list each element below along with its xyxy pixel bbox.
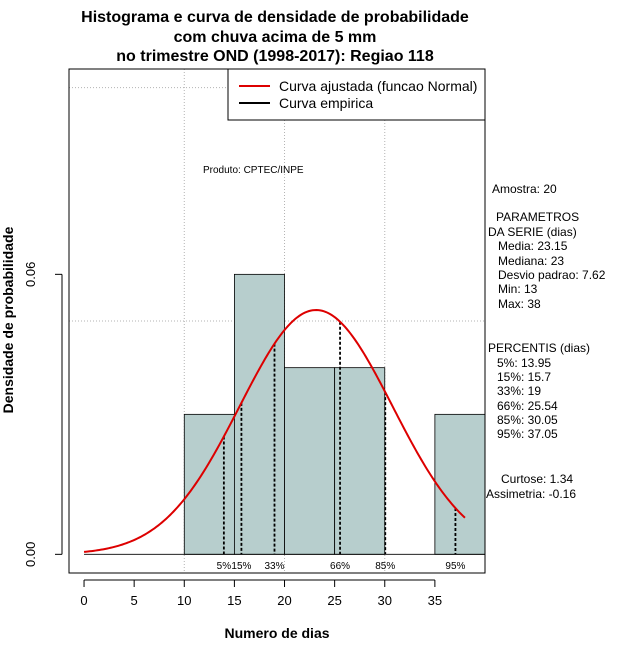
- histogram-bar-2: [284, 367, 336, 555]
- x-tick-label-5: 25: [327, 593, 341, 608]
- histogram-bar-5: [434, 413, 486, 555]
- percentile-label-0: 5%: [217, 561, 232, 572]
- x-tick-label-1: 5: [131, 593, 138, 608]
- x-tick-label-4: 20: [277, 593, 291, 608]
- sample-size: Amostra: 20: [492, 182, 557, 196]
- param-desvio: Desvio padrao: 7.62: [498, 268, 606, 282]
- curtose: Curtose: 1.34: [501, 472, 573, 486]
- curve-layer: [83, 309, 466, 553]
- side-panel: Amostra: 20 PARAMETROS DA SERIE (dias) M…: [486, 182, 606, 501]
- percentile-label-5: 95%: [445, 561, 465, 572]
- percentil-95: 95%: 37.05: [497, 427, 558, 441]
- histogram-bar-1: [233, 273, 285, 555]
- y-axis-label: Densidade de probabilidade: [0, 226, 16, 413]
- percentile-label-2: 33%: [264, 561, 284, 572]
- x-axis: 0 5 10 15 20 25 30 35: [80, 579, 442, 608]
- param-max: Max: 38: [498, 297, 541, 311]
- y-tick-label-1: 0.06: [23, 262, 38, 287]
- percentil-33: 33%: 19: [497, 384, 541, 398]
- legend-label-empirical: Curva empirica: [279, 95, 373, 111]
- y-axis: 0.00 0.06: [23, 262, 63, 567]
- x-tick-label-2: 10: [177, 593, 191, 608]
- x-tick-label-3: 15: [227, 593, 241, 608]
- percentile-label-1: 15%: [231, 561, 251, 572]
- percentil-5: 5%: 13.95: [497, 356, 551, 370]
- chart-title-line-3: no trimestre OND (1998-2017): Regiao 118: [116, 48, 434, 65]
- percentil-15: 15%: 15.7: [497, 370, 551, 384]
- percentile-label-4: 85%: [375, 561, 395, 572]
- param-media: Media: 23.15: [498, 239, 568, 253]
- percentis-title: PERCENTIS (dias): [488, 341, 590, 355]
- x-tick-label-7: 35: [428, 593, 442, 608]
- fitted-normal-curve: [83, 309, 466, 553]
- params-title-2: DA SERIE (dias): [488, 225, 577, 239]
- y-tick-label-0: 0.00: [23, 542, 38, 567]
- legend: Curva ajustada (funcao Normal) Curva emp…: [227, 68, 486, 121]
- legend-box: [227, 68, 486, 121]
- histogram-bars: [84, 273, 486, 555]
- percentil-66: 66%: 25.54: [497, 399, 558, 413]
- param-mediana: Mediana: 23: [498, 254, 564, 268]
- assimetria: Assimetria: -0.16: [486, 487, 576, 501]
- histogram-bar-3: [334, 367, 386, 555]
- chart-title-line-2: com chuva acima de 5 mm: [174, 29, 377, 46]
- percentil-85: 85%: 30.05: [497, 413, 558, 427]
- histogram-bar-0: [183, 413, 235, 555]
- percentile-label-3: 66%: [330, 561, 350, 572]
- produto-annotation: Produto: CPTEC/INPE: [203, 165, 304, 176]
- x-tick-label-6: 30: [378, 593, 392, 608]
- x-axis-label: Numero de dias: [224, 625, 329, 641]
- legend-label-fitted: Curva ajustada (funcao Normal): [279, 78, 477, 94]
- percentile-markers: 5% 15% 33% 66% 85% 95%: [217, 321, 466, 572]
- x-tick-label-0: 0: [80, 593, 87, 608]
- param-min: Min: 13: [498, 282, 538, 296]
- chart-title-line-1: Histograma e curva de densidade de proba…: [81, 9, 469, 26]
- params-title-1: PARAMETROS: [496, 210, 579, 224]
